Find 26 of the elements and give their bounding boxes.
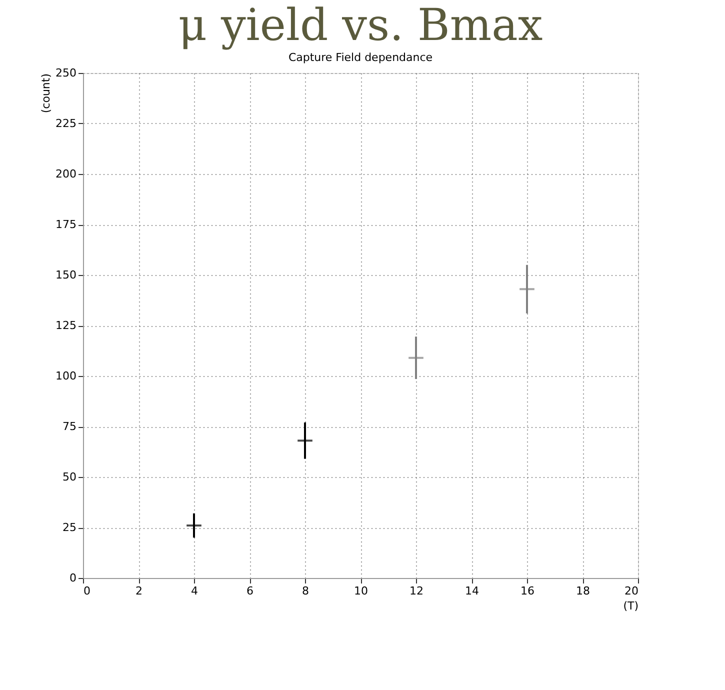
y-tick-label: 125 [56,319,76,332]
x-tick-label: 2 [136,584,142,598]
x-axis-title: (T) [623,600,638,612]
y-axis-title: (count) [40,74,53,114]
x-tick-label: 10 [354,584,368,598]
x-tick-label: 0 [84,584,90,598]
y-tick-label: 225 [56,117,76,130]
x-tick-label: 6 [246,584,254,598]
y-tick-label: 75 [62,420,76,433]
chart-title: μ yield vs. Bmax [178,0,543,51]
x-tick-label: 16 [520,584,534,598]
x-tick-label: 8 [302,584,309,598]
x-tick-label: 12 [410,584,424,598]
y-tick-label: 175 [56,218,76,231]
y-tick-label: 0 [70,572,76,584]
x-tick-label: 18 [576,584,590,598]
y-tick-label: 50 [62,470,76,484]
y-tick-label: 150 [56,268,76,282]
y-tick-label: 200 [56,168,76,180]
y-tick-label: 250 [56,66,76,80]
x-tick-label: 4 [191,584,198,598]
x-tick-label: 20 [624,584,638,598]
x-tick-label: 14 [465,584,479,598]
chart-subtitle: Capture Field dependance [288,51,433,64]
y-tick-label: 25 [62,521,76,534]
y-tick-label: 100 [56,370,76,382]
